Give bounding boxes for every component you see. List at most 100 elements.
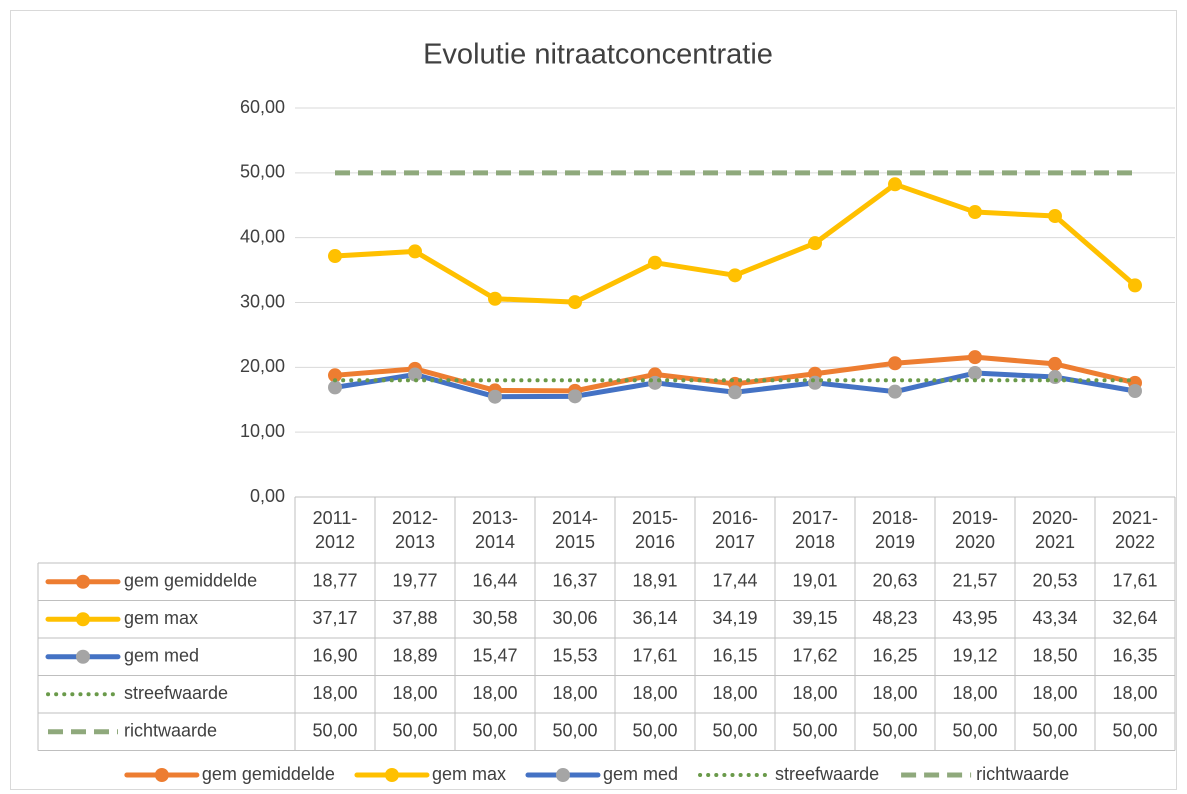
data-point <box>968 205 982 220</box>
data-point <box>968 366 982 381</box>
table-cell: 19,77 <box>392 571 437 591</box>
legend-label: richtwaarde <box>976 764 1069 784</box>
table-cell: 18,00 <box>472 683 517 703</box>
table-cell: 17,61 <box>1112 571 1157 591</box>
table-cell: 50,00 <box>792 721 837 741</box>
data-point <box>888 177 902 192</box>
table-cell: 20,63 <box>872 571 917 591</box>
data-point <box>328 249 342 264</box>
table-cell: 43,95 <box>952 608 997 628</box>
data-point <box>728 385 742 400</box>
table-row-label: gem gemiddelde <box>124 571 257 591</box>
table-cell: 32,64 <box>1112 608 1157 628</box>
x-tick-label: 2011-2012 <box>312 508 358 552</box>
table-cell: 50,00 <box>712 721 757 741</box>
table-cell: 50,00 <box>552 721 597 741</box>
x-tick-label: 2019-2020 <box>951 508 999 552</box>
table-cell: 18,00 <box>392 683 437 703</box>
table-cell: 16,25 <box>872 646 917 666</box>
table-cell: 48,23 <box>872 608 917 628</box>
table-cell: 50,00 <box>312 721 357 741</box>
table-cell: 15,47 <box>472 646 517 666</box>
data-point <box>488 291 502 306</box>
data-point <box>568 295 582 310</box>
legend-label: gem max <box>432 764 506 784</box>
legend-marker <box>154 768 169 782</box>
y-tick-label: 30,00 <box>240 291 285 311</box>
data-point <box>328 368 342 383</box>
chart-title: Evolutie nitraatconcentratie <box>423 39 773 71</box>
x-tick-label: 2018-2019 <box>871 508 919 552</box>
x-tick-label: 2021-2022 <box>1111 508 1159 552</box>
y-tick-label: 0,00 <box>250 486 285 506</box>
table-cell: 36,14 <box>632 608 677 628</box>
table-row-label: richtwaarde <box>124 721 217 741</box>
table-row-label: streefwaarde <box>124 683 228 703</box>
data-point <box>1048 209 1062 224</box>
table-row-label: gem max <box>124 608 198 628</box>
table-cell: 18,50 <box>1032 646 1077 666</box>
table-cell: 18,00 <box>1032 683 1077 703</box>
data-point <box>808 375 822 390</box>
data-point <box>1128 278 1142 293</box>
table-cell: 50,00 <box>632 721 677 741</box>
table-cell: 16,90 <box>312 646 357 666</box>
table-cell: 50,00 <box>872 721 917 741</box>
x-tick-label: 2013-2014 <box>471 508 519 552</box>
table-cell: 18,00 <box>952 683 997 703</box>
x-tick-label: 2020-2021 <box>1031 508 1079 552</box>
data-point <box>728 268 742 283</box>
legend-label: gem gemiddelde <box>202 764 335 784</box>
table-cell: 16,37 <box>552 571 597 591</box>
data-point <box>968 350 982 365</box>
table-cell: 50,00 <box>1032 721 1077 741</box>
table-cell: 18,00 <box>792 683 837 703</box>
table-cell: 18,00 <box>1112 683 1157 703</box>
legend-marker <box>555 768 570 782</box>
y-tick-label: 50,00 <box>240 162 285 182</box>
y-tick-label: 20,00 <box>240 356 285 376</box>
table-row-label: gem med <box>124 646 199 666</box>
chart-border <box>10 10 1177 790</box>
legend-marker <box>384 768 399 782</box>
table-cell: 18,00 <box>712 683 757 703</box>
data-point <box>1048 370 1062 385</box>
data-point <box>648 255 662 270</box>
x-tick-label: 2015-2016 <box>631 508 679 552</box>
table-cell: 17,44 <box>712 571 757 591</box>
table-cell: 20,53 <box>1032 571 1077 591</box>
table-cell: 39,15 <box>792 608 837 628</box>
legend-marker <box>76 649 90 664</box>
table-cell: 18,00 <box>312 683 357 703</box>
table-cell: 17,62 <box>792 646 837 666</box>
table-cell: 37,17 <box>312 608 357 628</box>
table-cell: 19,12 <box>952 646 997 666</box>
data-point <box>408 244 422 259</box>
data-point <box>888 384 902 399</box>
data-point <box>808 236 822 251</box>
data-point <box>648 375 662 390</box>
table-cell: 16,44 <box>472 571 517 591</box>
table-cell: 50,00 <box>1112 721 1157 741</box>
y-tick-label: 60,00 <box>240 97 285 117</box>
table-cell: 50,00 <box>392 721 437 741</box>
data-point <box>488 389 502 404</box>
table-cell: 15,53 <box>552 646 597 666</box>
data-point <box>1048 356 1062 371</box>
data-point <box>888 356 902 371</box>
table-cell: 18,77 <box>312 571 357 591</box>
table-cell: 17,61 <box>632 646 677 666</box>
legend-marker <box>76 612 90 627</box>
y-tick-label: 10,00 <box>240 421 285 441</box>
table-cell: 16,35 <box>1112 646 1157 666</box>
table-cell: 34,19 <box>712 608 757 628</box>
table-cell: 18,00 <box>872 683 917 703</box>
data-point <box>1128 383 1142 398</box>
table-cell: 30,58 <box>472 608 517 628</box>
table-cell: 19,01 <box>792 571 837 591</box>
x-tick-label: 2012-2013 <box>391 508 439 552</box>
x-tick-label: 2014-2015 <box>551 508 599 552</box>
table-cell: 18,89 <box>392 646 437 666</box>
table-cell: 18,00 <box>632 683 677 703</box>
